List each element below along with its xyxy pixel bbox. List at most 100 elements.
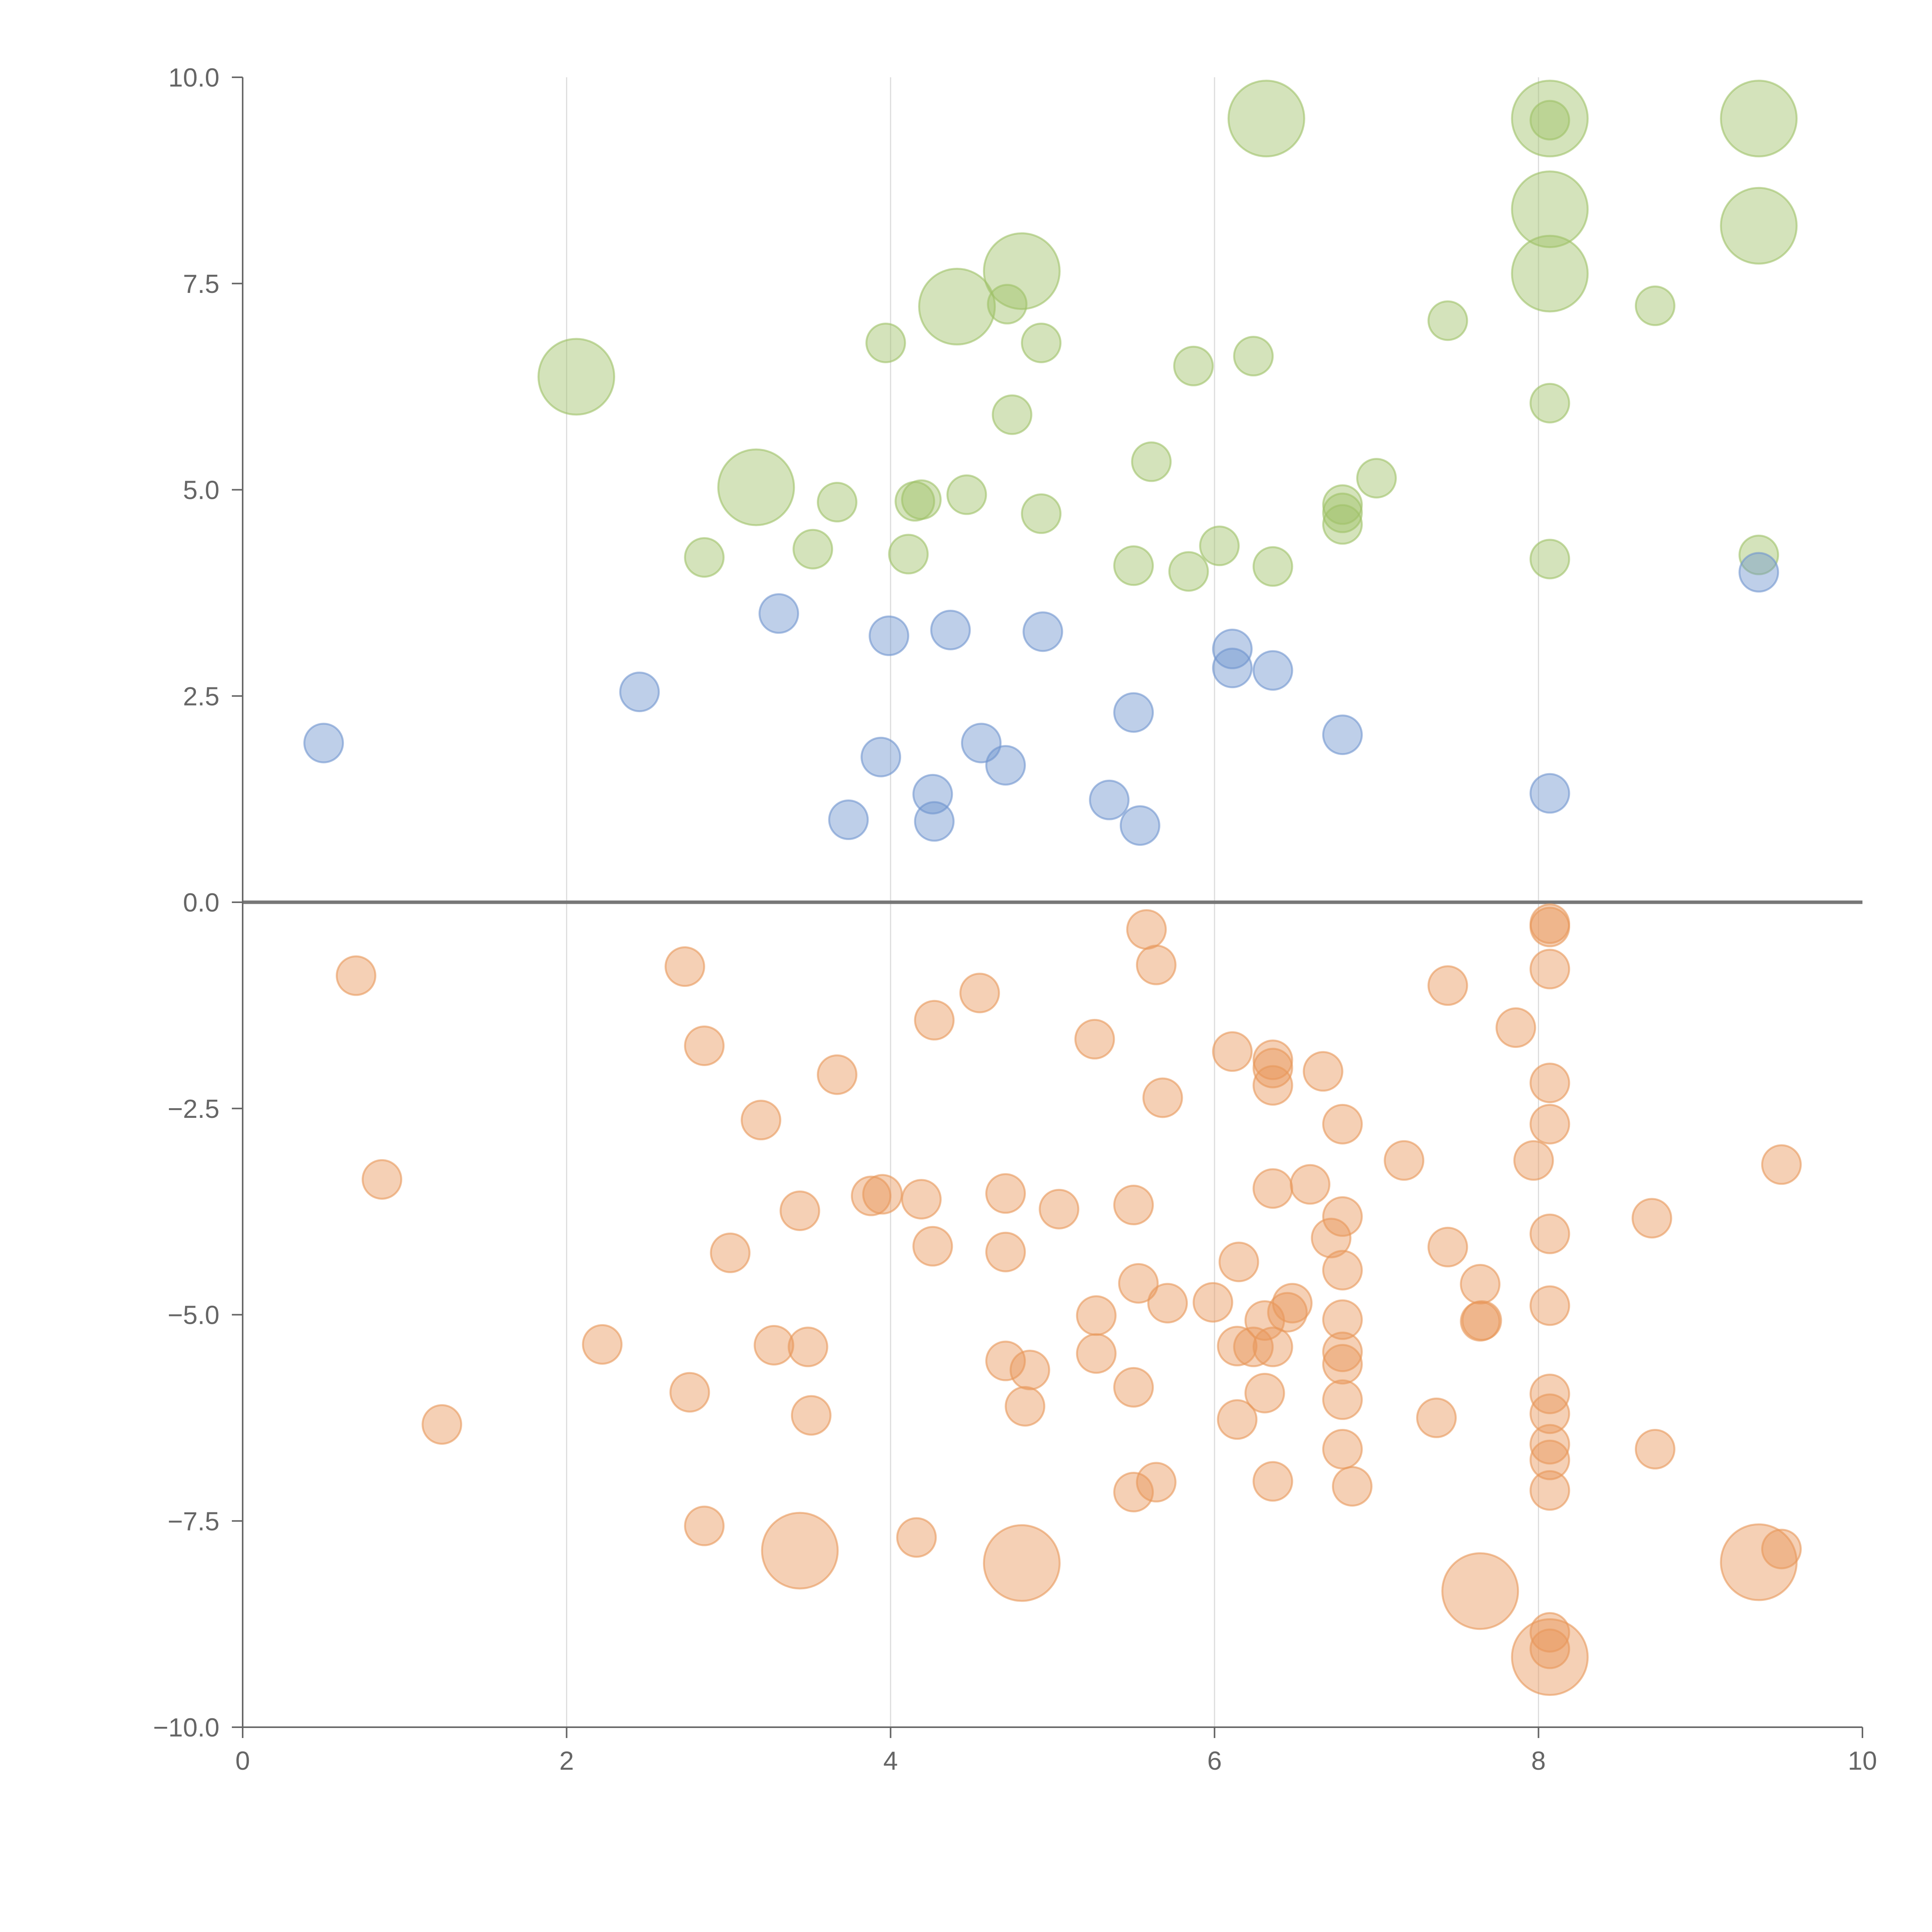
- orange-bubble: [985, 1231, 1026, 1272]
- green-bubble: [793, 529, 833, 570]
- blue-bubble: [828, 799, 869, 840]
- blue-bubble: [1322, 714, 1363, 755]
- orange-bubble: [1332, 1466, 1373, 1507]
- orange-bubble: [912, 1226, 953, 1267]
- green-bubble: [992, 394, 1032, 435]
- blue-bubble: [1113, 692, 1154, 733]
- green-bubble: [1199, 526, 1240, 566]
- green-bubble: [946, 474, 987, 515]
- green-bubble: [1173, 345, 1214, 386]
- green-bubble: [983, 232, 1061, 310]
- orange-bubble: [1631, 1198, 1672, 1239]
- green-bubble: [1322, 492, 1363, 533]
- blue-bubble: [1022, 611, 1063, 652]
- orange-bubble: [1113, 1472, 1154, 1513]
- series-green: [537, 80, 1798, 592]
- orange-bubble: [684, 1025, 725, 1066]
- orange-bubble: [684, 1505, 725, 1546]
- orange-bubble: [1529, 1063, 1570, 1104]
- green-bubble: [1252, 546, 1293, 587]
- blue-bubble: [861, 736, 901, 777]
- green-bubble: [1720, 80, 1798, 158]
- green-bubble: [1511, 170, 1589, 248]
- blue-bubble: [985, 745, 1026, 786]
- orange-bubble: [1039, 1189, 1080, 1230]
- green-bubble: [865, 322, 906, 363]
- x-tick-label: 2: [559, 1746, 574, 1776]
- orange-bubble: [1427, 1226, 1468, 1267]
- orange-bubble: [669, 1372, 710, 1413]
- orange-bubble: [1147, 1283, 1188, 1324]
- orange-bubble: [1322, 1104, 1363, 1145]
- orange-bubble: [664, 946, 705, 987]
- y-tick-label: −7.5: [168, 1507, 219, 1536]
- orange-bubble: [1126, 909, 1167, 950]
- green-bubble: [816, 482, 857, 523]
- green-bubble: [1322, 504, 1363, 545]
- orange-bubble: [1252, 1168, 1293, 1209]
- blue-bubble: [914, 801, 955, 842]
- orange-bubble: [850, 1175, 891, 1216]
- orange-bubble: [779, 1190, 820, 1231]
- orange-bubble: [1384, 1140, 1425, 1181]
- green-bubble: [1529, 383, 1570, 423]
- y-tick-label: 0.0: [183, 888, 219, 917]
- orange-bubble: [753, 1325, 794, 1366]
- orange-bubble: [1217, 1326, 1258, 1367]
- orange-bubble: [1461, 1300, 1502, 1341]
- green-bubble: [1233, 336, 1274, 377]
- orange-bubble: [1634, 1429, 1675, 1470]
- green-bubble: [1529, 539, 1570, 580]
- orange-bubble: [1761, 1144, 1802, 1185]
- orange-bubble: [1322, 1429, 1363, 1470]
- green-bubble: [1511, 80, 1589, 158]
- orange-bubble: [1005, 1386, 1046, 1427]
- green-bubble: [1227, 80, 1305, 158]
- green-bubble: [1511, 235, 1589, 313]
- orange-bubble: [1244, 1372, 1285, 1413]
- orange-bubble: [901, 1179, 942, 1220]
- blue-bubble: [619, 672, 660, 713]
- y-tick-label: 7.5: [183, 269, 219, 299]
- green-bubble: [1021, 493, 1062, 534]
- orange-bubble: [896, 1517, 937, 1558]
- orange-bubble: [1252, 1065, 1293, 1106]
- green-bubble: [1021, 322, 1062, 363]
- green-bubble: [1356, 458, 1397, 499]
- orange-bubble: [985, 1340, 1026, 1381]
- bubbles: [303, 80, 1802, 1696]
- orange-bubble: [1217, 1399, 1258, 1440]
- x-tick-label: 0: [235, 1746, 250, 1776]
- green-bubble: [1168, 551, 1209, 592]
- orange-bubble: [1303, 1051, 1344, 1092]
- x-tick-label: 4: [883, 1746, 898, 1776]
- orange-bubble: [1529, 1104, 1570, 1145]
- x-tick-label: 10: [1848, 1746, 1877, 1776]
- orange-bubble: [1252, 1327, 1293, 1367]
- green-bubble: [1720, 187, 1798, 265]
- y-tick-label: 5.0: [183, 476, 219, 505]
- blue-bubble: [1089, 779, 1130, 820]
- blue-bubble: [930, 609, 971, 650]
- green-bubble: [1131, 441, 1172, 482]
- orange-bubble: [1009, 1350, 1050, 1391]
- x-tick-label: 6: [1207, 1746, 1222, 1776]
- orange-bubble: [1076, 1295, 1117, 1336]
- green-bubble: [1529, 100, 1570, 141]
- orange-bubble: [985, 1173, 1026, 1214]
- y-tick-label: 2.5: [183, 682, 219, 711]
- orange-bubble: [1529, 1213, 1570, 1254]
- blue-bubble: [1119, 805, 1160, 846]
- green-bubble: [918, 268, 996, 346]
- orange-bubble: [740, 1100, 781, 1141]
- orange-bubble: [1113, 1367, 1154, 1408]
- green-bubble: [1113, 545, 1154, 586]
- orange-bubble: [791, 1395, 832, 1436]
- orange-bubble: [1322, 1299, 1363, 1340]
- orange-bubble: [1118, 1263, 1159, 1304]
- orange-bubble: [1513, 1140, 1554, 1181]
- orange-bubble: [1529, 1439, 1570, 1480]
- orange-bubble: [1529, 1612, 1570, 1653]
- orange-bubble: [1529, 1628, 1570, 1669]
- orange-bubble: [1529, 1393, 1570, 1434]
